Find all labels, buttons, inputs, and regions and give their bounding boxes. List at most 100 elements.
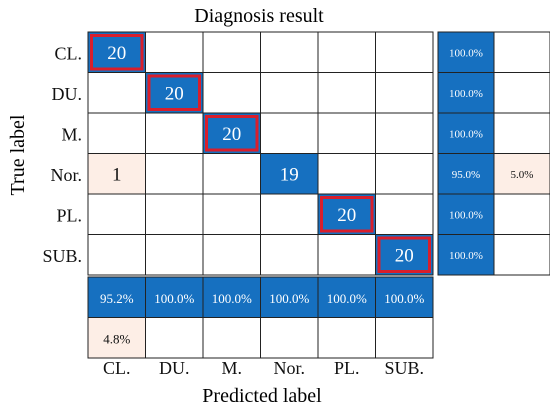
matrix-cell-value: 20 (107, 43, 126, 64)
y-tick-label: SUB. (42, 246, 82, 266)
column-summary-value: 100.0% (327, 291, 367, 306)
matrix-cell (145, 112, 204, 154)
row-summary-cell (437, 234, 495, 276)
matrix-cell (87, 31, 146, 73)
matrix-cell (202, 72, 261, 114)
y-axis-label: True label (7, 114, 29, 195)
column-summary-cell (87, 317, 146, 359)
y-tick-label: DU. (52, 84, 83, 104)
matrix-cell (145, 72, 204, 114)
matrix-cell-value: 20 (337, 205, 356, 226)
x-axis-label: Predicted label (202, 385, 322, 407)
matrix-cell (87, 193, 146, 235)
matrix-cell (317, 31, 376, 73)
matrix-cell (87, 234, 146, 276)
matrix-cell (202, 112, 261, 154)
column-summary-value: 100.0% (212, 291, 252, 306)
x-tick-label: CL. (103, 358, 131, 378)
matrix-cell (375, 112, 434, 154)
column-summary-value: 95.2% (100, 291, 134, 306)
matrix-cell (375, 193, 434, 235)
column-summary-cell (260, 317, 319, 359)
highlight-frame (205, 115, 259, 152)
matrix-cell (145, 31, 204, 73)
column-summary-value: 100.0% (154, 291, 194, 306)
matrix-cell (145, 153, 204, 195)
y-tick-label: M. (61, 124, 82, 144)
row-summary-cell (437, 153, 495, 195)
highlight-frame (320, 196, 374, 233)
column-summary-cell (202, 276, 261, 318)
matrix-cell (87, 72, 146, 114)
chart-title: Diagnosis result (194, 5, 324, 27)
column-summary-cell (375, 317, 434, 359)
matrix-cell (260, 234, 319, 276)
matrix-cell (145, 234, 204, 276)
row-summary-cell (493, 72, 550, 114)
highlight-frame (90, 34, 144, 71)
row-summary-cell (493, 153, 550, 195)
matrix-cell (260, 112, 319, 154)
column-summary-value: 100.0% (384, 291, 424, 306)
matrix-cell (87, 112, 146, 154)
matrix-cell (375, 153, 434, 195)
column-summary-value: 100.0% (269, 291, 309, 306)
row-summary-value: 100.0% (449, 128, 483, 140)
column-summary-grid: 95.2% 100.0% 100.0% 100.0% 100.0% 100.0% 4.8% (87, 276, 434, 359)
matrix-cell (202, 193, 261, 235)
matrix-cell (317, 234, 376, 276)
matrix-cell (375, 72, 434, 114)
x-tick-label: Nor. (274, 358, 306, 378)
column-summary-cell (317, 317, 376, 359)
matrix-cell (202, 234, 261, 276)
row-summary-cell (437, 112, 495, 154)
column-summary-cell (317, 276, 376, 318)
row-summary-cell (493, 234, 550, 276)
matrix-cell (317, 112, 376, 154)
row-summary-grid: 100.0% 100.0% 100.0% 95.0% 5.0% 100.0% 100.0% (437, 31, 550, 276)
tick-labels: CL. DU. M. Nor. PL. SUB. CL. DU. M. Nor. PL. SUB. (42, 43, 424, 378)
x-tick-label: M. (221, 358, 242, 378)
x-tick-label: SUB. (384, 358, 424, 378)
x-tick-label: PL. (334, 358, 360, 378)
matrix-cell-value: 20 (395, 245, 414, 266)
row-summary-cell (437, 193, 495, 235)
highlight-frame (147, 74, 201, 111)
column-summary-value: 4.8% (103, 331, 130, 346)
row-summary-value: 100.0% (449, 47, 483, 59)
matrix-cell-value: 20 (222, 124, 241, 145)
matrix-cell (202, 31, 261, 73)
column-summary-cell (375, 276, 434, 318)
x-tick-label: DU. (159, 358, 190, 378)
matrix-cell (202, 153, 261, 195)
row-summary-value: 100.0% (449, 209, 483, 221)
y-tick-label: PL. (56, 205, 82, 225)
row-summary-cell (493, 112, 550, 154)
matrix-cell (260, 72, 319, 114)
column-summary-cell (87, 276, 146, 318)
matrix-cell (375, 234, 434, 276)
column-summary-cell (145, 317, 204, 359)
matrix-cell (375, 31, 434, 73)
matrix-cell-value: 20 (165, 83, 184, 104)
row-summary-value: 100.0% (449, 250, 483, 262)
matrix-cell (317, 153, 376, 195)
row-summary-cell (493, 193, 550, 235)
main-matrix-grid: 20 20 20 1 19 20 20 (87, 31, 434, 276)
matrix-cell (260, 31, 319, 73)
y-tick-label: Nor. (51, 165, 83, 185)
column-summary-cell (145, 276, 204, 318)
column-summary-cell (202, 317, 261, 359)
matrix-cell (317, 72, 376, 114)
highlight-frame (377, 236, 431, 273)
matrix-cell-value: 19 (280, 164, 299, 185)
row-summary-value: 100.0% (449, 88, 483, 100)
row-summary-value: 5.0% (511, 169, 534, 181)
matrix-cell-value: 1 (112, 164, 122, 185)
row-summary-cell (493, 31, 550, 73)
row-summary-value: 95.0% (452, 169, 480, 181)
matrix-cell (145, 193, 204, 235)
matrix-cell (87, 153, 146, 195)
matrix-cell (260, 193, 319, 235)
